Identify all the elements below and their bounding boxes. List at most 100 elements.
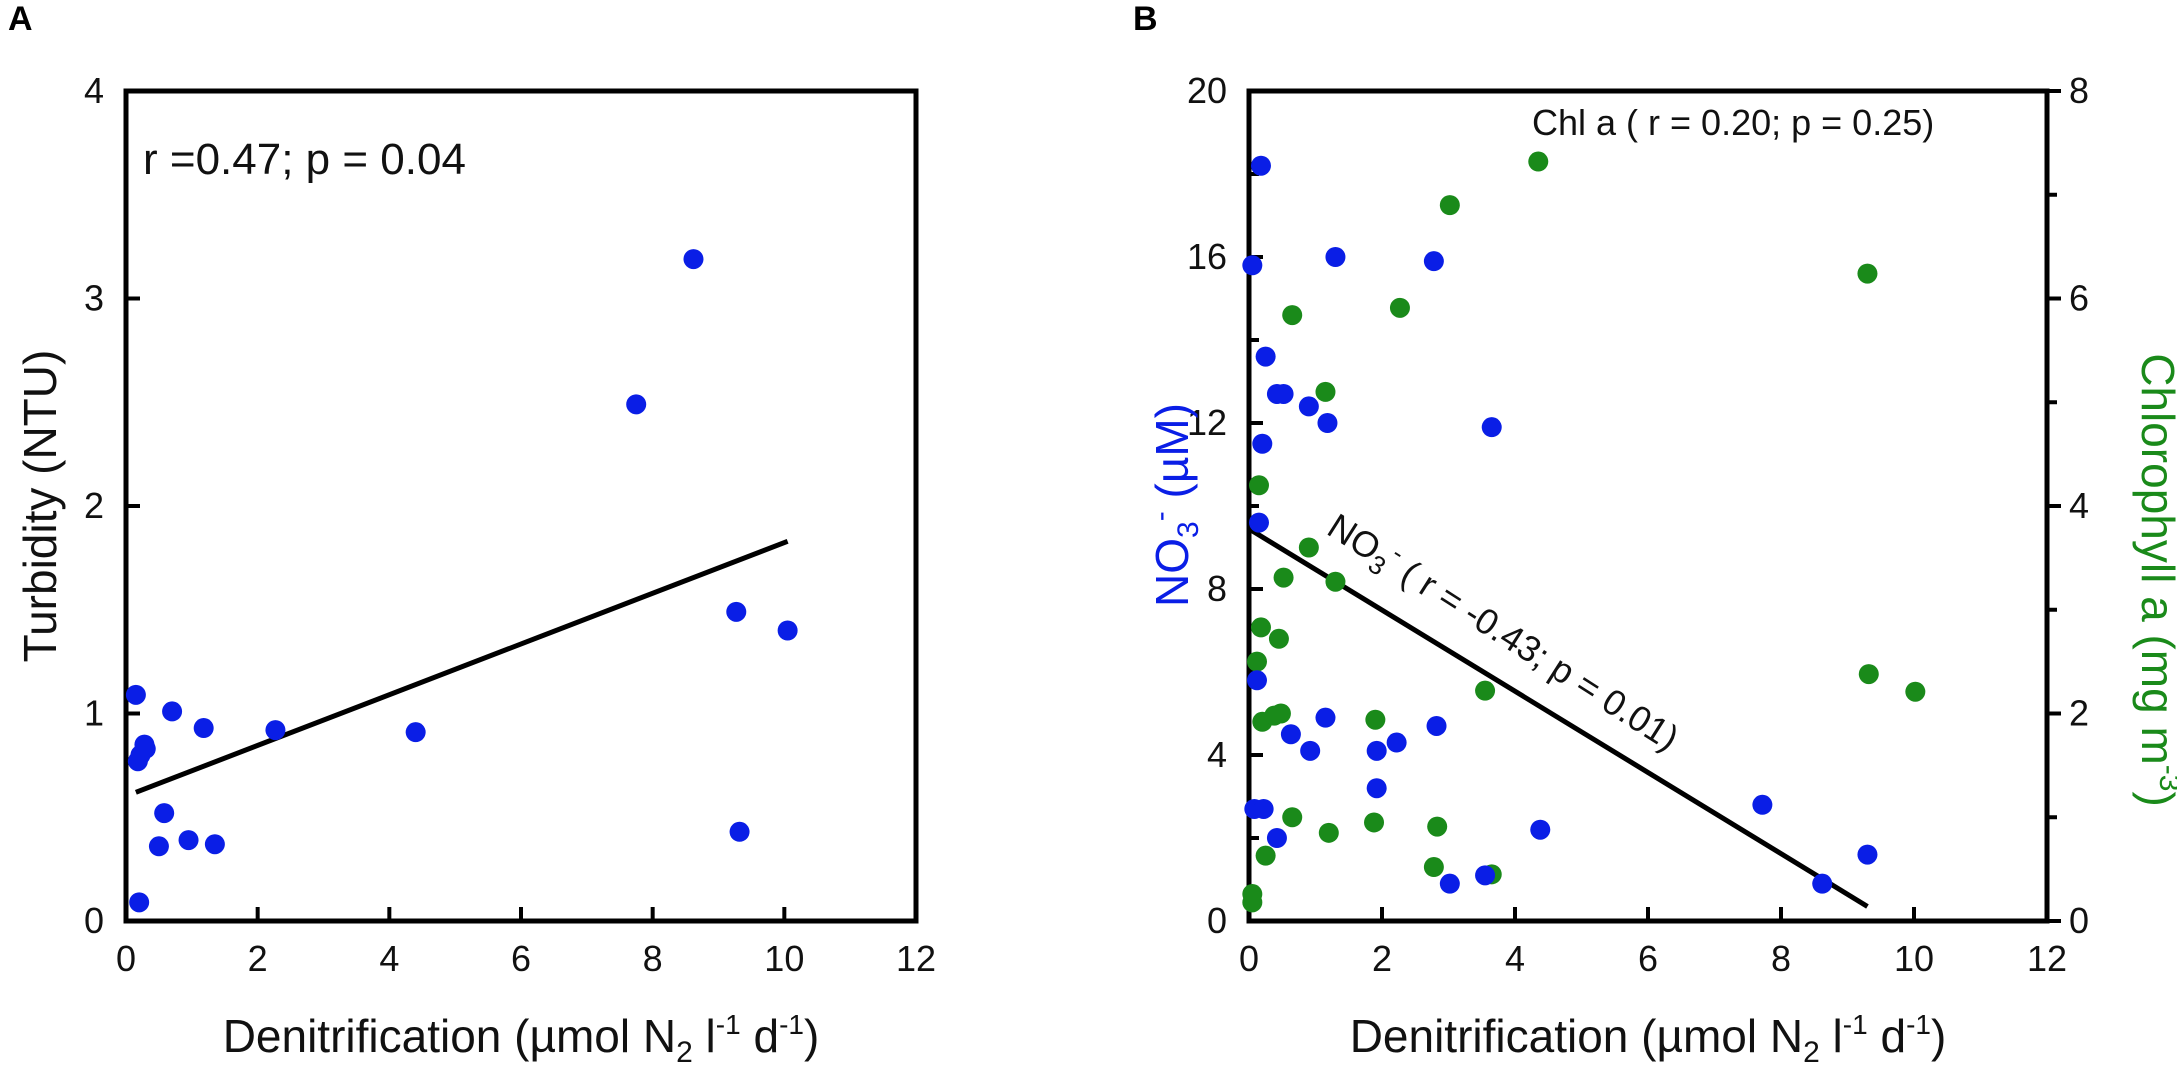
turbidity-point	[777, 620, 798, 641]
chlorophyll-point	[1282, 305, 1303, 326]
panel-b-left-y-axis-title: NO3- (µM)	[1144, 403, 1205, 607]
no3-point	[1252, 433, 1273, 454]
panel-label-b: B	[1133, 0, 1158, 38]
panel-a-y-ticks: 0 1 2 3 4	[84, 70, 140, 941]
turbidity-point	[265, 720, 286, 741]
no3-point	[1280, 724, 1301, 745]
chlorophyll-point	[1325, 571, 1346, 592]
left-y-tick-label: 20	[1187, 70, 1227, 111]
no3-point	[1300, 740, 1321, 761]
turbidity-point	[405, 722, 426, 743]
right-y-tick-label: 2	[2069, 693, 2089, 734]
x-tick-label: 10	[764, 938, 804, 979]
chlorophyll-point	[1298, 537, 1319, 558]
no3-point	[1366, 740, 1387, 761]
chlorophyll-point	[1248, 475, 1269, 496]
no3-point	[1315, 707, 1336, 728]
turbidity-point	[726, 601, 747, 622]
y-tick-label: 1	[84, 693, 104, 734]
no3-point	[1481, 417, 1502, 438]
chlorophyll-point	[1858, 664, 1879, 685]
chlorophyll-point	[1905, 681, 1926, 702]
turbidity-point	[626, 394, 647, 415]
chlorophyll-point	[1318, 822, 1339, 843]
turbidity-point	[193, 718, 214, 739]
panel-label-a: A	[8, 0, 33, 38]
no3-point	[1266, 828, 1287, 848]
panel-b-plot-frame	[1246, 88, 2050, 924]
left-y-tick-label: 0	[1207, 900, 1227, 941]
panel-b-chlorophyll-points	[1242, 151, 1926, 913]
turbidity-point	[162, 701, 183, 722]
panel-a-y-axis-title: Turbidity (NTU)	[14, 350, 66, 663]
no3-point	[1246, 670, 1267, 691]
x-tick-label: 4	[1505, 938, 1525, 979]
no3-point	[1248, 512, 1269, 533]
chlorophyll-point	[1268, 628, 1289, 649]
no3-point	[1530, 819, 1551, 840]
x-tick-label: 10	[1894, 938, 1934, 979]
turbidity-point	[129, 892, 150, 913]
panel-b-no3-regression-line	[1247, 526, 1869, 909]
chlorophyll-point	[1364, 812, 1385, 833]
no3-point	[1325, 247, 1346, 267]
turbidity-point	[729, 821, 750, 842]
turbidity-point	[178, 830, 199, 851]
no3-point	[1752, 794, 1773, 815]
left-y-tick-label: 4	[1207, 734, 1227, 775]
panel-b-chl-annotation: Chl a ( r = 0.20; p = 0.25)	[1532, 102, 1934, 143]
chlorophyll-point	[1270, 703, 1291, 724]
panel-a-x-ticks: 0 2 4 6 8 10 12	[116, 907, 936, 979]
y-tick-label: 4	[84, 70, 104, 111]
turbidity-point	[154, 803, 175, 824]
no3-point	[1475, 865, 1496, 886]
no3-point	[1242, 255, 1263, 276]
panel-b-left-y-ticks: 0 4 8 12 16 20	[1187, 70, 1263, 941]
chlorophyll-point	[1250, 617, 1271, 638]
panel-a-regression-line	[134, 538, 789, 795]
panel-a-data-points	[125, 249, 798, 913]
turbidity-point	[125, 684, 146, 705]
right-y-tick-label: 4	[2069, 485, 2089, 526]
x-tick-label: 12	[896, 938, 936, 979]
left-y-tick-label: 12	[1187, 402, 1227, 443]
right-y-tick-label: 8	[2069, 70, 2089, 111]
chlorophyll-point	[1528, 151, 1549, 172]
left-y-tick-label: 8	[1207, 568, 1227, 609]
turbidity-point	[683, 249, 704, 270]
right-y-tick-label: 6	[2069, 278, 2089, 319]
panel-b-right-y-axis-title: Chlorophyll a (mg m-3)	[2132, 353, 2177, 807]
no3-point	[1439, 873, 1460, 894]
panel-b-no3-points	[1242, 155, 1878, 894]
chlorophyll-point	[1857, 263, 1878, 284]
turbidity-point	[135, 738, 156, 759]
no3-point	[1386, 732, 1407, 753]
no3-point	[1255, 346, 1276, 367]
chlorophyll-point	[1423, 857, 1444, 878]
no3-point	[1298, 396, 1319, 417]
no3-point	[1273, 383, 1294, 404]
no3-point	[1426, 715, 1447, 736]
chlorophyll-point	[1427, 816, 1448, 837]
x-tick-label: 6	[1638, 938, 1658, 979]
chlorophyll-point	[1242, 884, 1263, 905]
right-y-tick-label: 0	[2069, 900, 2089, 941]
no3-point	[1423, 251, 1444, 272]
no3-point	[1857, 844, 1878, 865]
panel-a-stat-annotation: r =0.47; p = 0.04	[143, 135, 466, 184]
chlorophyll-point	[1439, 195, 1460, 216]
y-tick-label: 3	[84, 278, 104, 319]
x-tick-label: 6	[511, 938, 531, 979]
panel-b-x-axis-title: Denitrification (µmol N2 l-1 d-1)	[1350, 1009, 1947, 1069]
no3-point	[1317, 413, 1338, 433]
chlorophyll-point	[1315, 381, 1336, 402]
panel-a-plot-frame	[123, 88, 919, 924]
x-tick-label: 12	[2027, 938, 2067, 979]
turbidity-point	[204, 834, 225, 855]
x-tick-label: 0	[116, 938, 136, 979]
x-tick-label: 2	[1372, 938, 1392, 979]
x-tick-label: 8	[643, 938, 663, 979]
no3-point	[1253, 798, 1274, 819]
x-tick-label: 2	[248, 938, 268, 979]
